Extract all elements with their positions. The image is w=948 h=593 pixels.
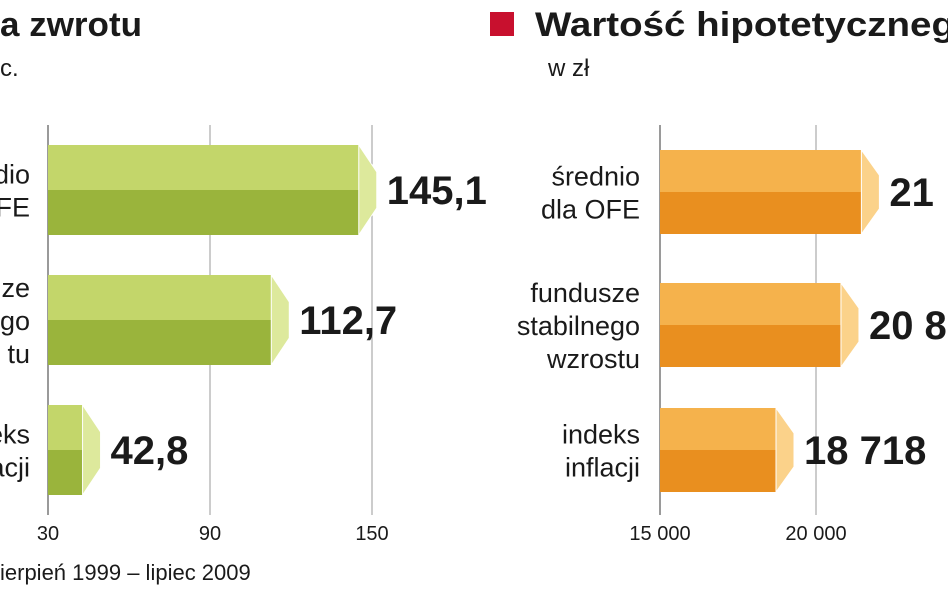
value-label: 20 8 [869,304,947,348]
category-line: fundusze [530,278,640,308]
category-line: deks [0,420,30,450]
value-label: 21 [889,171,934,215]
x-tick-label: 150 [355,523,388,545]
bar-bottom-face [660,325,841,367]
bar-top-face [660,408,777,450]
bar-cap [840,281,860,369]
category-line: stabilnego [517,311,640,341]
value-label: 42,8 [111,429,189,473]
category-label: fundusze stabilnego wzrostu [517,278,640,374]
category-label: dioOFE [0,160,30,223]
bar-bottom-face [48,190,359,235]
chart-subtitle: w zł [547,55,590,82]
category-line: ze [1,273,30,303]
x-tick-label: 15 000 [629,523,690,545]
bar-top-face [48,275,272,320]
bar-top-face [48,405,83,450]
category-label: średnio dla OFE [541,162,640,225]
category-line: OFE [0,193,30,223]
bar-bottom-face [660,192,862,234]
bar-cap [775,406,795,494]
category-label: deksacji [0,420,30,483]
bar-top-face [660,283,841,325]
bar-bottom-face [48,320,272,365]
category-line: inflacji [565,453,640,483]
chart-title: a zwrotu [0,6,142,44]
bar-bottom-face [660,450,777,492]
footnote: ierpień 1999 – lipiec 2009 [0,560,251,585]
category-label: ze go tu [0,273,30,369]
category-line: go [0,306,30,336]
chart-subtitle: c. [0,55,19,82]
category-line: dio [0,160,30,190]
title-marker [490,12,514,36]
bar-cap [358,143,378,237]
chart-title: Wartość hipotetyczneg [535,6,948,44]
category-label: indeks inflacji [562,420,640,483]
bar-top-face [48,145,359,190]
category-line: tu [7,339,30,369]
value-label: 18 718 [804,429,926,473]
category-line: wzrostu [546,344,640,374]
x-tick-label: 20 000 [785,523,846,545]
category-line: średnio [551,162,640,192]
value-label: 112,7 [299,299,397,343]
bar-cap [860,148,880,236]
category-line: indeks [562,420,640,450]
value-label: 145,1 [387,169,487,213]
x-tick-label: 30 [37,523,59,545]
x-tick-label: 90 [199,523,221,545]
bar-bottom-face [48,450,83,495]
category-line: acji [0,453,30,483]
bar-top-face [660,150,862,192]
category-line: dla OFE [541,195,640,225]
bar-cap [82,403,102,497]
bar-cap [270,273,290,367]
